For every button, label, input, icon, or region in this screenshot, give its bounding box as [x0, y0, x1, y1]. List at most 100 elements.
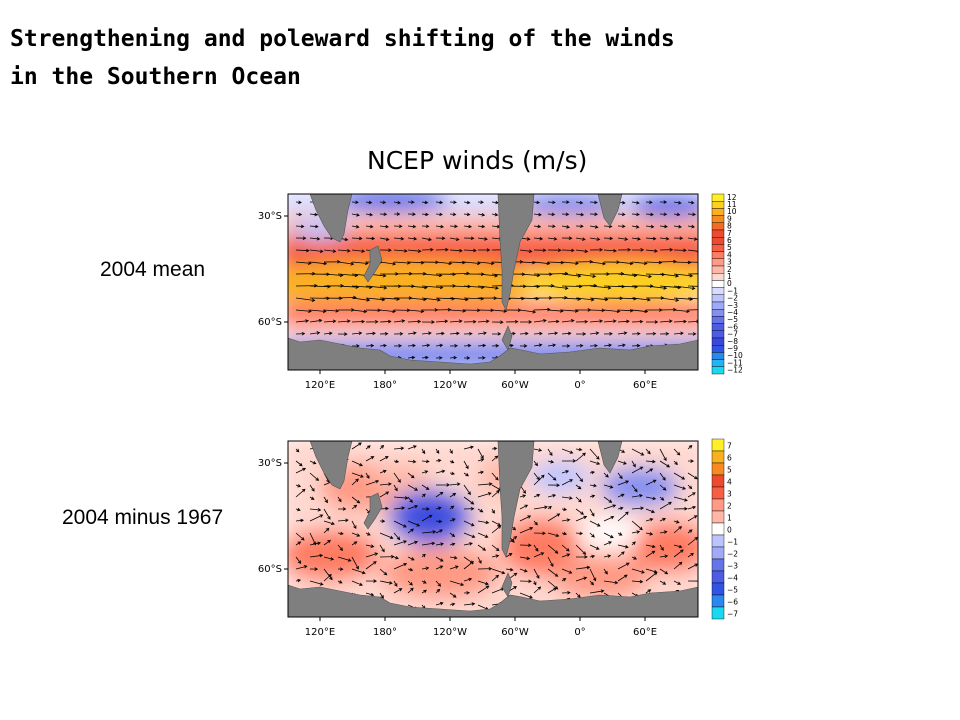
- wind-arrow: [603, 568, 608, 575]
- lat-label-30s: 30°S: [258, 458, 282, 469]
- wind-arrow: [687, 529, 693, 534]
- wind-arrow: [393, 506, 406, 510]
- wind-arrow: [589, 343, 598, 348]
- wind-arrow: [365, 285, 388, 290]
- wind-arrow: [295, 248, 310, 253]
- wind-arrow: [421, 448, 426, 455]
- field-blob: [380, 547, 500, 599]
- wind-arrow: [323, 496, 328, 504]
- wind-arrow: [491, 544, 500, 552]
- wind-arrow: [463, 602, 476, 606]
- colorbar-label: −3: [727, 301, 738, 310]
- wind-arrow: [407, 249, 422, 253]
- wind-arrow: [351, 568, 366, 575]
- wind-arrow: [687, 212, 697, 217]
- wind-arrow: [659, 319, 673, 324]
- colorbar-cells: [711, 193, 725, 375]
- lon-label-0: 0°: [574, 380, 585, 391]
- wind-arrow: [491, 446, 498, 451]
- wind-arrow: [393, 224, 403, 229]
- wind-arrow: [659, 307, 677, 312]
- wind-arrow: [547, 285, 569, 290]
- wind-arrow: [687, 224, 696, 229]
- wind-arrow: [547, 483, 561, 487]
- wind-arrow: [659, 554, 669, 559]
- wind-arrow: [407, 567, 414, 572]
- wind-arrow: [295, 283, 318, 288]
- wind-arrow: [533, 307, 551, 312]
- wind-arrow: [393, 332, 404, 336]
- wind-arrow: [407, 528, 414, 534]
- wind-arrow: [463, 591, 471, 595]
- wind-arrow: [295, 331, 306, 336]
- wind-arrow: [617, 532, 623, 536]
- wind-arrow: [561, 479, 574, 486]
- wind-arrow: [309, 460, 317, 465]
- wind-arrow: [323, 573, 332, 582]
- wind-arrow: [309, 484, 315, 492]
- wind-arrow: [449, 237, 460, 241]
- wind-arrow: [575, 472, 583, 483]
- wind-arrow: [645, 260, 663, 265]
- wind-arrow: [533, 493, 541, 498]
- wind-arrow: [435, 307, 452, 312]
- wind-arrow: [463, 520, 475, 527]
- wind-arrow: [477, 458, 485, 462]
- wind-arrow: [547, 513, 561, 522]
- wind-arrow: [687, 285, 698, 287]
- wind-arrow: [393, 520, 407, 528]
- wind-arrow: [491, 455, 499, 462]
- wind-arrow: [477, 200, 484, 204]
- wind-arrow: [449, 212, 457, 217]
- wind-arrow: [519, 344, 528, 348]
- wind-arrow: [295, 507, 301, 512]
- colorbar-label: −1: [727, 538, 738, 547]
- wind-arrow: [561, 212, 570, 217]
- wind-arrow: [463, 472, 469, 477]
- wind-arrow: [477, 448, 484, 460]
- map-frame: [287, 193, 699, 371]
- wind-arrow: [659, 544, 664, 551]
- wind-arrow: [421, 484, 430, 490]
- colorbar-label: 2: [727, 502, 732, 511]
- wind-arrow: [659, 200, 668, 204]
- wind-arrow: [589, 483, 597, 488]
- wind-arrow: [449, 505, 455, 510]
- wind-arrow: [435, 356, 443, 360]
- wind-arrow: [631, 200, 640, 205]
- wind-arrow: [561, 319, 575, 323]
- wind-arrow: [435, 519, 443, 524]
- wind-arrow: [589, 261, 607, 266]
- wind-arrow: [393, 532, 401, 541]
- wind-arrow: [561, 448, 574, 454]
- wind-arrow: [323, 556, 335, 561]
- wind-arrow: [547, 472, 557, 481]
- panel-label-difference: 2004 minus 1967: [62, 506, 224, 529]
- colorbar-label: −4: [727, 574, 738, 583]
- wind-arrow: [631, 319, 644, 324]
- colorbar-label: 7: [727, 442, 732, 451]
- wind-arrow: [351, 472, 364, 478]
- wind-arrow: [659, 580, 667, 585]
- wind-arrow: [491, 525, 502, 534]
- wind-arrow: [547, 568, 559, 577]
- wind-arrow: [561, 553, 571, 558]
- wind-arrow: [393, 319, 406, 323]
- wind-arrow: [631, 506, 645, 511]
- wind-arrow: [687, 319, 698, 324]
- wind-arrow: [449, 248, 463, 253]
- colorbar-label: 1: [727, 272, 732, 281]
- wind-arrow: [351, 460, 363, 467]
- wind-arrow: [687, 249, 698, 254]
- wind-arrow: [351, 319, 366, 324]
- wind-arrow: [421, 566, 430, 571]
- wind-arrow: [575, 249, 589, 253]
- wind-arrow: [477, 508, 484, 513]
- wind-arrow: [365, 480, 380, 486]
- colorbar-label: 4: [727, 478, 732, 487]
- wind-arrow: [477, 544, 487, 551]
- colorbar-cell: [711, 258, 725, 267]
- wind-arrow: [589, 508, 595, 517]
- wind-arrow: [673, 212, 681, 217]
- wind-arrow: [421, 285, 444, 290]
